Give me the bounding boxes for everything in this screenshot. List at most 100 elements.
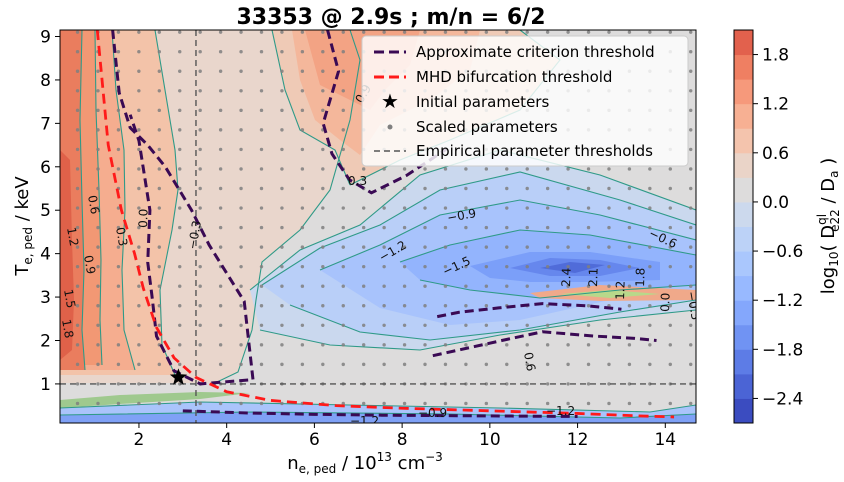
scaled-parameter-dot bbox=[178, 382, 182, 386]
scaled-parameter-dot bbox=[545, 382, 550, 386]
scaled-parameter-dot bbox=[198, 323, 202, 327]
scaled-parameter-dot bbox=[443, 206, 448, 210]
scaled-parameter-dot bbox=[566, 206, 570, 210]
legend-swatch-star-icon: ★ bbox=[381, 89, 399, 113]
scaled-parameter-dot bbox=[137, 108, 141, 113]
scaled-parameter-dot bbox=[321, 167, 325, 171]
scaled-parameter-dot bbox=[75, 89, 80, 93]
scaled-parameter-dot bbox=[586, 225, 591, 230]
contour-label: 1.8 bbox=[633, 268, 648, 288]
scaled-parameter-dot bbox=[586, 343, 591, 347]
scaled-parameter-dot bbox=[586, 245, 591, 249]
scaled-parameter-dot bbox=[218, 304, 223, 308]
scaled-parameter-dot bbox=[178, 206, 182, 210]
scaled-parameter-dot bbox=[96, 147, 100, 152]
scaled-parameter-dot bbox=[505, 245, 509, 249]
scaled-parameter-dot bbox=[75, 225, 80, 230]
scaled-parameter-dot bbox=[116, 50, 121, 54]
scaled-parameter-dot bbox=[137, 401, 141, 406]
scaled-parameter-dot bbox=[321, 284, 325, 288]
scaled-parameter-dot bbox=[648, 186, 652, 191]
scaled-parameter-dot bbox=[443, 225, 448, 230]
scaled-parameter-dot bbox=[545, 167, 550, 171]
scaled-parameter-dot bbox=[178, 89, 182, 93]
scaled-parameter-dot bbox=[300, 50, 305, 54]
scaled-parameter-dot bbox=[668, 206, 672, 210]
contour-label: −0.3 bbox=[185, 219, 204, 250]
scaled-parameter-dot bbox=[362, 401, 366, 406]
x-tick-label: 8 bbox=[397, 430, 408, 450]
scaled-parameter-dot bbox=[607, 323, 611, 327]
scaled-parameter-dot bbox=[137, 128, 141, 132]
colorbar-tick-label: 1.2 bbox=[762, 95, 789, 115]
scaled-parameter-dot bbox=[648, 304, 652, 308]
scaled-parameter-dot bbox=[627, 245, 632, 249]
scaled-parameter-dot bbox=[423, 284, 427, 288]
scaled-parameter-dot bbox=[648, 382, 652, 386]
scaled-parameter-dot bbox=[300, 167, 305, 171]
colorbar-frame bbox=[733, 29, 754, 424]
scaled-parameter-dot bbox=[259, 284, 264, 288]
scaled-parameter-dot bbox=[280, 284, 284, 288]
scaled-parameter-dot bbox=[423, 264, 427, 269]
contour-label: 1.2 bbox=[64, 226, 81, 247]
scaled-parameter-dot bbox=[116, 206, 121, 210]
scaled-parameter-dot bbox=[586, 284, 591, 288]
scaled-parameter-dot bbox=[668, 323, 672, 327]
scaled-parameter-dot bbox=[566, 167, 570, 171]
colorbar-tick-label: −2.4 bbox=[762, 389, 803, 409]
scaled-parameter-dot bbox=[402, 167, 407, 171]
scaled-parameter-dot bbox=[648, 167, 652, 171]
scaled-parameter-dot bbox=[484, 323, 489, 327]
initial-parameters-star bbox=[169, 368, 187, 385]
scaled-parameter-dot bbox=[198, 401, 202, 406]
scaled-parameter-dot bbox=[668, 225, 672, 230]
scaled-parameter-dot bbox=[280, 108, 284, 113]
scaled-parameter-dot bbox=[607, 225, 611, 230]
scaled-parameter-dot bbox=[116, 264, 121, 269]
scaled-parameter-dot bbox=[137, 284, 141, 288]
scaled-parameter-dot bbox=[505, 343, 509, 347]
scaled-parameter-dot bbox=[259, 245, 264, 249]
scaled-parameter-dot bbox=[505, 284, 509, 288]
scaled-parameter-dot bbox=[137, 304, 141, 308]
scaled-parameter-dot bbox=[382, 401, 386, 406]
scaled-parameter-dot bbox=[402, 323, 407, 327]
scaled-parameter-dot bbox=[341, 128, 345, 132]
scaled-parameter-dot bbox=[157, 50, 162, 54]
scaled-parameter-dot bbox=[607, 186, 611, 191]
scaled-parameter-dot bbox=[116, 167, 121, 171]
scaled-parameter-dot bbox=[259, 30, 264, 34]
scaled-parameter-dot bbox=[96, 401, 100, 406]
scaled-parameter-dot bbox=[505, 323, 509, 327]
scaled-parameter-dot bbox=[239, 323, 243, 327]
scaled-parameter-dot bbox=[218, 128, 223, 132]
scaled-parameter-dot bbox=[96, 206, 100, 210]
scaled-parameter-dot bbox=[464, 225, 468, 230]
scaled-parameter-dot bbox=[96, 69, 100, 73]
scaled-parameter-dot bbox=[75, 30, 80, 34]
scaled-parameter-dot bbox=[116, 343, 121, 347]
scaled-parameter-dot bbox=[566, 30, 570, 34]
scaled-parameter-dot bbox=[218, 206, 223, 210]
scaled-parameter-dot bbox=[157, 245, 162, 249]
scaled-parameter-dot bbox=[157, 264, 162, 269]
scaled-parameter-dot bbox=[423, 186, 427, 191]
scaled-parameter-dot bbox=[300, 89, 305, 93]
scaled-parameter-dot bbox=[382, 264, 386, 269]
contour-label: 0.0 bbox=[658, 293, 673, 313]
scaled-parameter-dot bbox=[218, 401, 223, 406]
scaled-parameter-dot bbox=[423, 343, 427, 347]
scaled-parameter-dot bbox=[300, 30, 305, 34]
scaled-parameter-dot bbox=[341, 186, 345, 191]
scaled-parameter-dot bbox=[157, 69, 162, 73]
contour-label: −1.2 bbox=[546, 404, 575, 418]
scaled-parameter-dot bbox=[259, 206, 264, 210]
scaled-parameter-dot bbox=[157, 304, 162, 308]
scaled-parameter-dot bbox=[96, 108, 100, 113]
scaled-parameter-dot bbox=[566, 362, 570, 367]
scaled-parameter-dot bbox=[443, 362, 448, 367]
scaled-parameter-dot bbox=[648, 284, 652, 288]
scaled-parameter-dot bbox=[525, 284, 529, 288]
scaled-parameter-dot bbox=[178, 304, 182, 308]
